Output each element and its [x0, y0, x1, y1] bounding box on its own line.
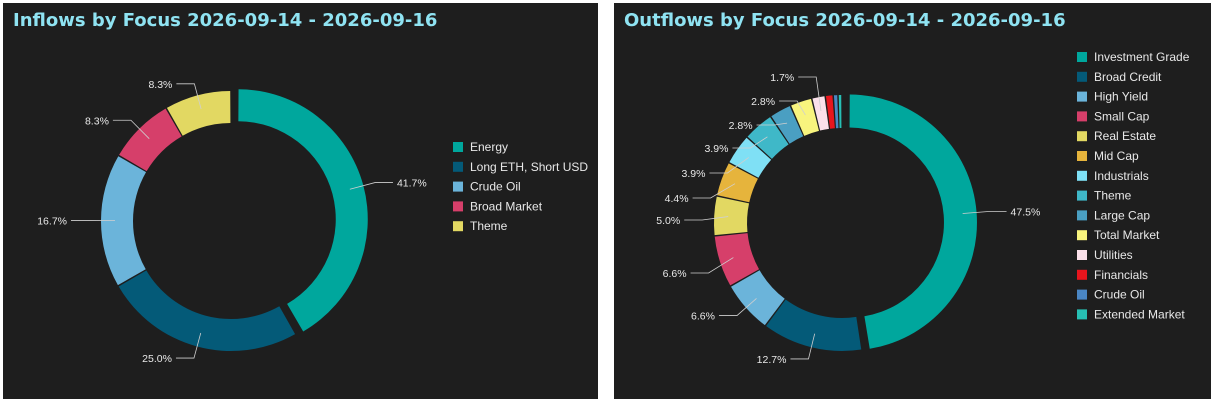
slice-crude-oil: [100, 156, 147, 286]
legend-label-total-market: Total Market: [1094, 228, 1160, 242]
legend-swatch-real-estate: [1077, 131, 1087, 142]
data-label-large-cap: 2.8%: [729, 120, 753, 132]
legend-swatch-crude-oil: [1077, 289, 1087, 300]
legend-label-energy: Energy: [470, 140, 508, 154]
legend-label-utilities: Utilities: [1094, 248, 1133, 262]
legend-label-long-eth-short-usd: Long ETH, Short USD: [470, 160, 588, 174]
legend-swatch-theme: [1077, 190, 1087, 201]
leader-line-utilities: [798, 76, 822, 112]
legend-label-theme: Theme: [470, 219, 508, 233]
legend-label-industrials: Industrials: [1094, 169, 1149, 183]
legend-label-broad-market: Broad Market: [470, 199, 543, 213]
legend-swatch-financials: [1077, 269, 1087, 280]
legend-swatch-energy: [453, 142, 463, 152]
legend-label-real-estate: Real Estate: [1094, 129, 1156, 143]
leader-line-large-cap: [756, 122, 788, 126]
legend-swatch-theme: [453, 221, 463, 232]
slice-extended-market: [838, 95, 842, 129]
data-label-broad-credit: 12.7%: [757, 354, 787, 366]
inflows-chart-title: Inflows by Focus 2026-09-14 - 2026-09-16: [13, 10, 438, 31]
legend-swatch-extended-market: [1077, 309, 1087, 320]
data-label-industrials: 3.9%: [682, 168, 706, 180]
data-label-high-yield: 6.6%: [691, 311, 715, 323]
legend-label-mid-cap: Mid Cap: [1094, 149, 1139, 163]
outflows-chart-title: Outflows by Focus 2026-09-14 - 2026-09-1…: [624, 10, 1066, 31]
legend-swatch-mid-cap: [1077, 151, 1087, 161]
slice-broad-credit: [766, 299, 862, 351]
slice-investment-grade: [849, 94, 977, 349]
slice-broad-market: [119, 108, 182, 172]
leader-line-long-eth-short-usd: [175, 332, 202, 359]
legend-swatch-industrials: [1077, 170, 1087, 181]
legend-swatch-crude-oil: [453, 181, 463, 192]
legend-label-large-cap: Large Cap: [1094, 208, 1150, 222]
leader-line-theme: [732, 136, 768, 149]
leader-line-total-market: [779, 100, 806, 116]
outflows-chart-panel: Outflows by Focus 2026-09-14 - 2026-09-1…: [614, 3, 1211, 399]
legend-label-small-cap: Small Cap: [1094, 109, 1150, 123]
leader-line-energy: [349, 182, 393, 190]
legend-swatch-small-cap: [1077, 111, 1087, 122]
leader-line-broad-market: [112, 119, 150, 139]
slice-real-estate: [714, 196, 750, 236]
slice-long-eth-short-usd: [118, 270, 296, 351]
legend-label-extended-market: Extended Market: [1094, 307, 1185, 321]
leader-line-mid-cap: [692, 183, 736, 199]
legend-label-investment-grade: Investment Grade: [1094, 50, 1190, 64]
slice-large-cap: [771, 106, 804, 144]
legend-label-high-yield: High Yield: [1094, 90, 1148, 104]
slice-utilities: [812, 96, 829, 131]
leader-line-investment-grade: [962, 211, 1007, 214]
inflows-donut-chart: 41.7% 25.0% 16.7% 8.3% 8.3% Energy Long ETH, S…: [37, 79, 588, 365]
legend-label-theme: Theme: [1094, 189, 1132, 203]
legend-swatch-broad-market: [453, 201, 463, 212]
legend-label-crude-oil: Crude Oil: [1094, 288, 1145, 302]
leader-line-small-cap: [690, 257, 734, 274]
data-label-crude-oil: 16.7%: [37, 216, 67, 228]
slice-total-market: [791, 98, 819, 136]
inflows-chart-panel: Inflows by Focus 2026-09-14 - 2026-09-16…: [3, 3, 598, 399]
data-label-theme: 8.3%: [148, 79, 172, 91]
slice-high-yield: [730, 270, 785, 326]
legend-label-financials: Financials: [1094, 268, 1148, 282]
data-label-small-cap: 6.6%: [663, 268, 687, 280]
data-label-theme: 3.9%: [704, 143, 728, 155]
legend-swatch-total-market: [1077, 230, 1087, 241]
slice-financials: [825, 95, 835, 129]
leader-line-high-yield: [718, 298, 757, 316]
leader-line-broad-credit: [790, 333, 816, 360]
data-label-total-market: 2.8%: [751, 96, 775, 108]
data-label-utilities: 1.7%: [770, 72, 794, 84]
data-label-mid-cap: 4.4%: [665, 193, 689, 205]
slice-crude-oil: [833, 95, 839, 129]
legend-swatch-investment-grade: [1077, 52, 1087, 62]
data-label-real-estate: 5.0%: [656, 215, 680, 227]
leader-line-industrials: [709, 157, 749, 174]
data-label-broad-market: 8.3%: [85, 115, 109, 127]
leader-line-real-estate: [684, 216, 729, 221]
slice-small-cap: [714, 233, 760, 286]
slice-energy: [238, 89, 368, 332]
legend-swatch-utilities: [1077, 250, 1087, 260]
data-label-energy: 41.7%: [397, 178, 427, 190]
leader-line-theme: [176, 83, 202, 110]
legend-swatch-large-cap: [1077, 210, 1087, 221]
slice-theme: [747, 117, 789, 159]
legend-swatch-high-yield: [1077, 91, 1087, 102]
data-label-investment-grade: 47.5%: [1011, 206, 1041, 218]
outflows-donut-chart: 47.5%12.7%6.6%6.6%5.0%4.4%3.9%3.9%2.8%2.…: [656, 50, 1190, 366]
legend-swatch-long-eth-short-usd: [453, 161, 463, 172]
data-label-long-eth-short-usd: 25.0%: [142, 353, 172, 365]
slice-theme: [166, 91, 231, 136]
legend-label-broad-credit: Broad Credit: [1094, 70, 1162, 84]
legend-label-crude-oil: Crude Oil: [470, 180, 521, 194]
legend-swatch-broad-credit: [1077, 71, 1087, 82]
